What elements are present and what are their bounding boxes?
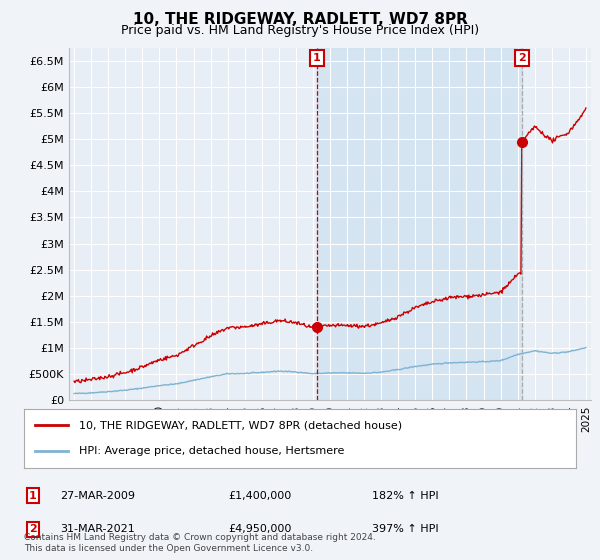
Text: 2: 2	[518, 53, 526, 63]
Text: 31-MAR-2021: 31-MAR-2021	[60, 524, 135, 534]
Text: 2: 2	[29, 524, 37, 534]
Text: £1,400,000: £1,400,000	[228, 491, 291, 501]
Text: £4,950,000: £4,950,000	[228, 524, 292, 534]
Text: Price paid vs. HM Land Registry's House Price Index (HPI): Price paid vs. HM Land Registry's House …	[121, 24, 479, 37]
Text: Contains HM Land Registry data © Crown copyright and database right 2024.
This d: Contains HM Land Registry data © Crown c…	[24, 533, 376, 553]
Text: 397% ↑ HPI: 397% ↑ HPI	[372, 524, 439, 534]
Text: 182% ↑ HPI: 182% ↑ HPI	[372, 491, 439, 501]
Bar	[317, 48, 522, 400]
Text: 10, THE RIDGEWAY, RADLETT, WD7 8PR (detached house): 10, THE RIDGEWAY, RADLETT, WD7 8PR (deta…	[79, 420, 403, 430]
Text: 27-MAR-2009: 27-MAR-2009	[60, 491, 135, 501]
Text: 1: 1	[313, 53, 321, 63]
Text: 1: 1	[29, 491, 37, 501]
Text: 10, THE RIDGEWAY, RADLETT, WD7 8PR: 10, THE RIDGEWAY, RADLETT, WD7 8PR	[133, 12, 467, 27]
Text: HPI: Average price, detached house, Hertsmere: HPI: Average price, detached house, Hert…	[79, 446, 344, 456]
